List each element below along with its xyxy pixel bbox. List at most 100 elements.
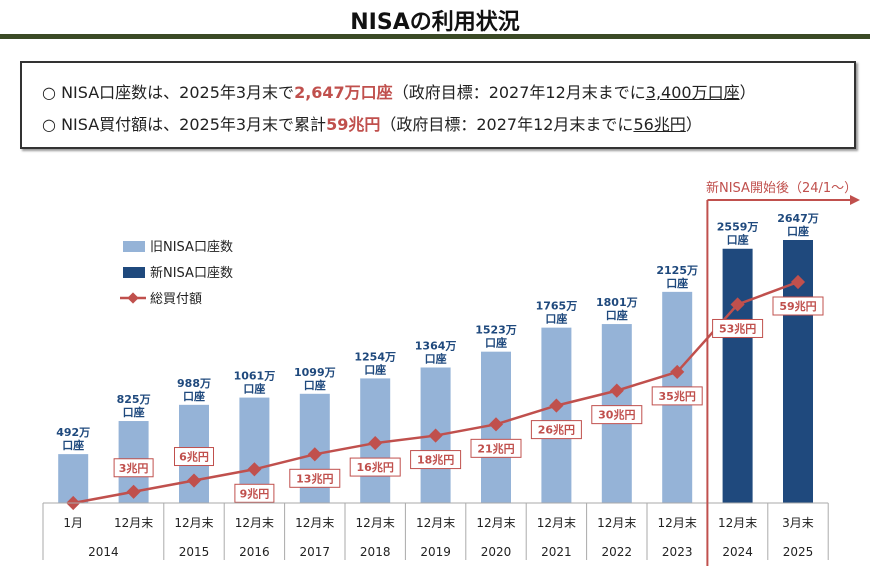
purchase-label-box: [174, 447, 214, 467]
purchase-label-box: [470, 438, 522, 458]
bar-unit-label: 口座: [727, 233, 749, 247]
purchase-label: 35兆円: [659, 389, 696, 403]
month-tick-label: 12月末: [356, 516, 395, 530]
year-tick-label: 2020: [481, 545, 512, 559]
month-tick-label: 12月末: [295, 516, 334, 530]
purchase-label-box: [530, 420, 582, 440]
purchase-label-box: [113, 458, 154, 478]
summary-box: ○ NISA口座数は、2025年3月末で2,647万口座（政府目標：2027年1…: [20, 61, 856, 149]
year-tick-label: 2014: [88, 545, 119, 559]
legend-label: 旧NISA口座数: [150, 240, 233, 255]
bar-unit-label: 口座: [545, 312, 567, 326]
legend-swatch-new: [123, 267, 145, 278]
month-tick-label: 3月末: [782, 516, 814, 530]
new-nisa-annotation: 新NISA開始後（24/1～）: [706, 180, 857, 196]
legend-marker-icon: [127, 292, 139, 304]
highlight-value: 59兆円: [326, 115, 381, 134]
purchase-label: 53兆円: [719, 321, 756, 335]
purchase-marker: [307, 447, 322, 462]
year-tick-label: 2024: [722, 545, 753, 559]
month-tick-label: 12月末: [537, 516, 576, 530]
bar-unit-label: 口座: [123, 405, 145, 419]
year-tick-label: 2022: [602, 545, 633, 559]
bar-unit-label: 口座: [183, 389, 205, 403]
page-title: NISAの利用状況: [350, 10, 520, 35]
year-tick-label: 2025: [783, 545, 814, 559]
target-value: 56兆円: [633, 115, 686, 134]
text: （政府目標：2027年12月末までに: [392, 83, 646, 102]
bar-value-label: 2647万: [777, 212, 819, 225]
bar-value-label: 988万: [177, 377, 211, 390]
purchase-marker: [247, 462, 262, 477]
bar-value-label: 1099万: [294, 366, 336, 379]
summary-accounts: ○ NISA口座数は、2025年3月末で2,647万口座（政府目標：2027年1…: [42, 79, 756, 103]
bar-value-label: 1523万: [475, 324, 517, 337]
text: NISA買付額は、2025年3月末で累計: [61, 115, 327, 134]
month-tick-label: 12月末: [476, 516, 515, 530]
bullet-icon: ○: [42, 83, 56, 102]
bar: [541, 327, 572, 503]
summary-purchases: ○ NISA買付額は、2025年3月末で累計59兆円（政府目標：2027年12月…: [42, 111, 702, 135]
text: NISA口座数は、2025年3月末で: [61, 83, 295, 102]
highlight-value: 2,647万口座: [294, 83, 393, 102]
purchase-marker: [609, 383, 624, 398]
purchase-label-box: [591, 405, 643, 425]
purchase-label-box: [712, 318, 764, 338]
bar-unit-label: 口座: [304, 378, 326, 392]
bar-value-label: 1364万: [415, 339, 457, 352]
purchase-label: 59兆円: [779, 299, 816, 313]
year-tick-label: 2023: [662, 545, 693, 559]
bar-unit-label: 口座: [243, 382, 265, 396]
purchase-marker: [549, 398, 564, 413]
purchase-label-box: [651, 386, 703, 406]
target-value: 3,400万口座: [645, 83, 740, 102]
month-tick-label: 12月末: [658, 516, 697, 530]
purchase-label: 16兆円: [357, 460, 394, 474]
bar-value-label: 1801万: [596, 296, 638, 309]
month-tick-label: 12月末: [174, 516, 213, 530]
text: ）: [739, 83, 756, 102]
month-tick-label: 12月末: [597, 516, 636, 530]
purchase-marker: [186, 473, 202, 488]
year-tick-label: 2017: [300, 545, 331, 559]
legend-label: 新NISA口座数: [150, 265, 233, 281]
purchase-label-box: [410, 450, 462, 470]
year-tick-label: 2021: [541, 545, 572, 559]
month-tick-label: 12月末: [114, 516, 153, 530]
purchase-label: 6兆円: [179, 450, 209, 464]
purchase-marker: [790, 274, 806, 290]
year-tick-label: 2015: [179, 545, 210, 559]
month-tick-label: 12月末: [235, 516, 274, 530]
bar-unit-label: 口座: [666, 276, 688, 290]
legend-swatch-old: [123, 241, 145, 252]
bar-unit-label: 口座: [606, 308, 628, 322]
purchase-label-box: [234, 483, 275, 503]
bar-value-label: 492万: [56, 426, 90, 439]
bar-value-label: 2559万: [717, 221, 759, 234]
bar-value-label: 1254万: [354, 350, 396, 363]
bar-value-label: 1765万: [536, 300, 578, 313]
purchase-label: 26兆円: [538, 423, 575, 437]
purchase-marker: [368, 435, 383, 451]
title-divider: [0, 34, 870, 39]
purchase-label-box: [772, 296, 824, 316]
bar-value-label: 825万: [117, 393, 151, 406]
purchase-label: 3兆円: [119, 461, 149, 475]
text: （政府目標：2027年12月末までに: [380, 115, 634, 134]
arrow-head-icon: [850, 195, 860, 205]
bar: [722, 248, 753, 503]
purchase-label: 21兆円: [477, 441, 514, 455]
year-tick-label: 2018: [360, 545, 391, 559]
text: ）: [685, 115, 702, 134]
month-tick-label: 1月: [63, 516, 83, 530]
bar-unit-label: 口座: [364, 362, 386, 376]
purchase-marker: [488, 417, 504, 432]
bullet-icon: ○: [42, 115, 56, 134]
purchase-marker: [670, 364, 685, 379]
bar: [58, 454, 89, 503]
purchase-marker: [126, 484, 141, 499]
purchase-label-box: [289, 468, 341, 488]
bar-unit-label: 口座: [62, 438, 84, 452]
bar-unit-label: 口座: [787, 224, 809, 238]
